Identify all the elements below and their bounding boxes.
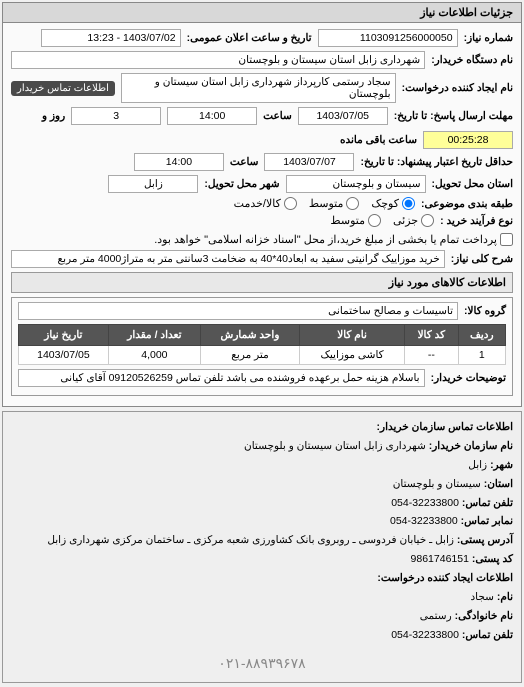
org-label: نام سازمان خریدار:: [429, 440, 513, 452]
number-label: شماره نیاز:: [464, 32, 513, 44]
validity-time: 14:00: [134, 153, 224, 171]
packing-opt-small: کوچک: [371, 197, 399, 210]
fax-label: نمابر تماس:: [461, 515, 513, 527]
desc-value: خرید موزاییک گرانیتی سفید به ابعاد40*40 …: [11, 250, 445, 268]
fax-value: 32233800-054: [390, 515, 458, 527]
addr-label: آدرس پستی:: [457, 534, 513, 546]
packing-radio-group: کوچک متوسط کالا/خدمت: [234, 197, 415, 210]
pubdate-label: تاریخ و ساعت اعلان عمومی:: [187, 32, 312, 44]
panel-title: جزئیات اطلاعات نیاز: [3, 3, 521, 23]
desc-label: شرح کلی نیاز:: [451, 253, 513, 265]
col-idx: ردیف: [458, 325, 505, 346]
addr-value: زابل ـ خیابان فردوسی ـ روبروی بانک کشاور…: [47, 534, 454, 546]
number-value: 1103091256000050: [318, 29, 458, 47]
buyer-label: نام دستگاه خریدار:: [431, 54, 513, 66]
requester-label: نام ایجاد کننده درخواست:: [402, 82, 513, 94]
packing-radio-medium[interactable]: [346, 197, 359, 210]
purchase-note: پرداخت تمام یا بخشی از مبلغ خرید،از محل …: [154, 233, 497, 246]
postal-label: کد پستی:: [472, 553, 513, 565]
footer-phone: ۰۲۱-۸۸۹۳۹۶۷۸: [11, 651, 513, 676]
buyer-value: شهرداری زابل استان سیستان و بلوچستان: [11, 51, 425, 69]
group-value: تاسیسات و مصالح ساختمانی: [18, 302, 458, 320]
validity-time-label: ساعت: [230, 156, 259, 168]
goods-table: ردیف کد کالا نام کالا واحد شمارش تعداد /…: [18, 324, 506, 365]
contact-section: اطلاعات تماس سازمان خریدار:: [377, 421, 513, 433]
days-label: روز و: [42, 110, 65, 122]
creator-section: اطلاعات ایجاد کننده درخواست:: [377, 572, 513, 584]
family-label: نام خانوادگی:: [455, 610, 513, 622]
deadline-time: 14:00: [167, 107, 257, 125]
packing-radio-small[interactable]: [402, 197, 415, 210]
pubdate-value: 1403/07/02 - 13:23: [41, 29, 181, 47]
purchase-opt-medium: متوسط: [330, 214, 365, 227]
col-name: نام کالا: [299, 325, 404, 346]
col-qty: تعداد / مقدار: [108, 325, 200, 346]
org-value: شهرداری زابل استان سیستان و بلوچستان: [244, 440, 426, 452]
packing-opt-medium: متوسط: [309, 197, 344, 210]
province-label: استان محل تحویل:: [432, 178, 513, 190]
name-value: سجاد: [471, 591, 494, 603]
deadline-label: مهلت ارسال پاسخ: تا تاریخ:: [394, 110, 513, 122]
packing-opt-large: کالا/خدمت: [234, 197, 281, 210]
tel-label: تلفن تماس:: [462, 497, 513, 509]
cell-name: کاشی موزاییک: [299, 346, 404, 365]
requester-value: سجاد رستمی کارپرداز شهرداری زابل استان س…: [121, 73, 396, 103]
cell-date: 1403/07/05: [19, 346, 109, 365]
deadline-date: 1403/07/05: [298, 107, 388, 125]
main-panel: جزئیات اطلاعات نیاز شماره نیاز: 11030912…: [2, 2, 522, 407]
cell-code: --: [405, 346, 458, 365]
cell-unit: متر مربع: [201, 346, 300, 365]
table-row[interactable]: 1 -- کاشی موزاییک متر مربع 4,000 1403/07…: [19, 346, 506, 365]
note-label: توضیحات خریدار:: [431, 372, 506, 384]
purchase-radio-group: جزئی متوسط: [330, 214, 434, 227]
validity-label: حداقل تاریخ اعتبار پیشنهاد: تا تاریخ:: [360, 156, 513, 168]
purchase-opt-partial: جزئی: [393, 214, 418, 227]
ccity-value: زابل: [468, 459, 487, 471]
cprov-label: استان:: [484, 478, 513, 490]
group-label: گروه کالا:: [464, 305, 506, 317]
purchase-note-check[interactable]: [500, 233, 513, 246]
remain-label: ساعت باقی مانده: [340, 134, 417, 146]
contact-block: اطلاعات تماس سازمان خریدار: نام سازمان خ…: [2, 411, 522, 683]
form-area: شماره نیاز: 1103091256000050 تاریخ و ساع…: [3, 23, 521, 406]
contact-button[interactable]: اطلاعات تماس خریدار: [11, 81, 115, 96]
province-value: سیستان و بلوچستان: [286, 175, 426, 193]
phone-label: تلفن تماس:: [462, 629, 513, 641]
city-value: زابل: [108, 175, 198, 193]
name-label: نام:: [497, 591, 513, 603]
packing-radio-large[interactable]: [284, 197, 297, 210]
note-value: باسلام هزینه حمل برعهده فروشنده می باشد …: [18, 369, 425, 387]
goods-section-title: اطلاعات کالاهای مورد نیاز: [11, 272, 513, 293]
col-unit: واحد شمارش: [201, 325, 300, 346]
tel-value: 32233800-054: [391, 497, 459, 509]
postal-value: 9861746151: [411, 553, 469, 565]
phone-value: 32233800-054: [391, 629, 459, 641]
goods-groupbox: گروه کالا: تاسیسات و مصالح ساختمانی ردیف…: [11, 297, 513, 396]
cell-qty: 4,000: [108, 346, 200, 365]
city-label: شهر محل تحویل:: [204, 178, 279, 190]
purchase-radio-medium[interactable]: [368, 214, 381, 227]
purchase-label: نوع فرآیند خرید :: [440, 215, 513, 227]
validity-date: 1403/07/07: [264, 153, 354, 171]
days-value: 3: [71, 107, 161, 125]
cell-idx: 1: [458, 346, 505, 365]
family-value: رستمی: [420, 610, 452, 622]
packing-label: طبقه بندی موضوعی:: [421, 198, 513, 210]
deadline-time-label: ساعت: [263, 110, 292, 122]
remain-value: 00:25:28: [423, 131, 513, 149]
col-code: کد کالا: [405, 325, 458, 346]
purchase-radio-partial[interactable]: [421, 214, 434, 227]
col-date: تاریخ نیاز: [19, 325, 109, 346]
cprov-value: سیستان و بلوچستان: [393, 478, 481, 490]
ccity-label: شهر:: [490, 459, 513, 471]
